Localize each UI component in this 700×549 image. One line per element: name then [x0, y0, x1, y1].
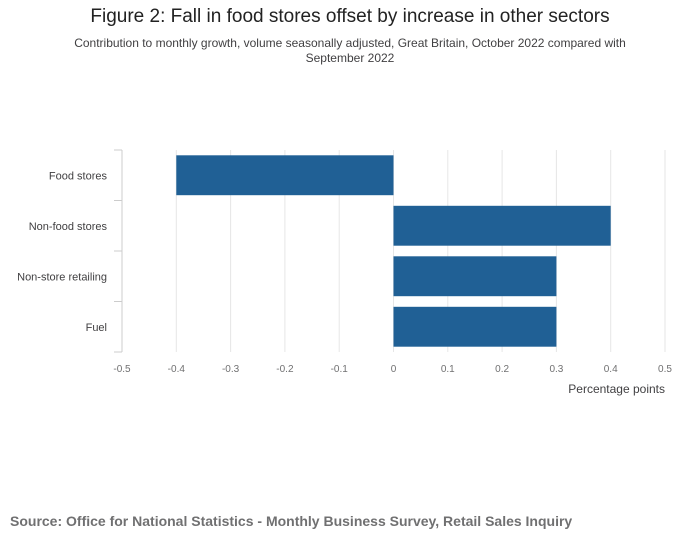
y-category-label: Non-food stores: [29, 221, 108, 233]
y-category-label: Non-store retailing: [17, 271, 107, 283]
axes: -0.5 -0.4 -0.3 -0.2 -0.1 0 0.1 0.2 0.3 0.4 0.5 Food…: [17, 149, 672, 375]
x-tick-label: -0.2: [276, 364, 294, 375]
y-category-label: Fuel: [86, 322, 107, 334]
x-tick-label: 0.3: [549, 364, 563, 375]
bar: [393, 306, 557, 347]
x-tick-label: 0: [391, 364, 397, 375]
bar: [393, 205, 611, 246]
x-tick-label: 0.5: [658, 364, 672, 375]
bar: [176, 155, 394, 196]
x-tick-label: -0.5: [113, 364, 131, 375]
source-note: Source: Office for National Statistics -…: [10, 513, 573, 529]
x-axis-title: Percentage points: [568, 382, 665, 396]
x-tick-label: 0.1: [441, 364, 455, 375]
x-tick-label: -0.4: [168, 364, 186, 375]
chart-subtitle: Contribution to monthly growth, volume s…: [74, 36, 626, 65]
x-tick-label: 0.2: [495, 364, 509, 375]
bar: [393, 256, 557, 297]
x-tick-label: 0.4: [604, 364, 618, 375]
chart-title: Figure 2: Fall in food stores offset by …: [90, 6, 610, 27]
y-category-label: Food stores: [49, 170, 108, 182]
x-tick-label: -0.3: [222, 364, 240, 375]
x-tick-label: -0.1: [331, 364, 349, 375]
bars: [176, 155, 611, 347]
